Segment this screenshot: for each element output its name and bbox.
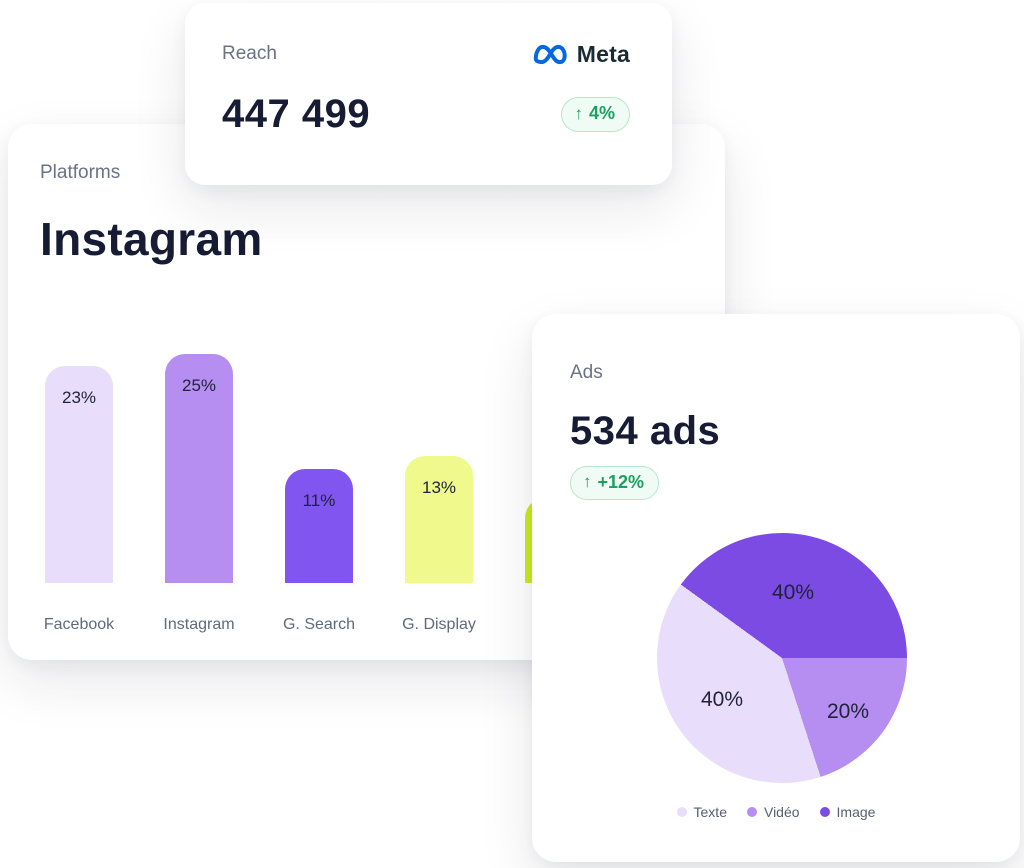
ads-card: Ads 534 ads ↑ +12% 40% 20% 40% Texte Vidéo I… [532,314,1020,862]
meta-brand-name: Meta [576,41,630,67]
ads-trend-text: +12% [597,471,645,492]
legend-label: Image [836,804,876,820]
reach-trend-text: 4% [588,103,615,124]
platforms-title: Instagram [40,213,263,265]
bar-value-label: 13% [421,478,457,497]
bar-value-label: 23% [61,388,97,407]
arrow-up-icon: ↑ [574,103,583,123]
legend-dot-icon [676,807,687,817]
bar-g-search: 11% [285,469,353,583]
legend-label: Vidéo [763,804,800,820]
reach-label: Reach [222,43,277,65]
ads-trend-badge: ↑ +12% [570,465,660,501]
legend-label: Texte [693,804,727,820]
platforms-bar-chart: 23% Facebook 25% Instagram 11% G. Search 13% G.… [8,124,725,660]
reach-card: Reach Meta 447 499 ↑ 4% [185,3,672,185]
meta-infinity-icon [533,44,567,65]
ads-value: 534 ads [570,408,721,453]
pie [657,533,907,783]
bar-category-label: Instagram [163,616,235,633]
reach-value: 447 499 [222,92,371,136]
reach-trend-badge: ↑ 4% [561,97,630,132]
bar-g-display: 13% [405,456,473,583]
bar-category-label: G. Search [282,616,356,633]
bar-value-label: 25% [181,376,217,395]
bar-category-label: Facebook [43,616,115,633]
meta-brand: Meta [532,41,630,68]
ads-label: Ads [570,362,603,383]
legend-item-image: Image [819,804,876,820]
pie-slice-label-texte: 40% [700,688,744,711]
bar-category-label: G. Display [402,616,476,633]
ads-pie-chart: 40% 20% 40% [657,533,907,783]
pie-slice-label-vid-o: 20% [826,700,870,723]
bar-instagram: 25% [165,354,233,583]
legend-dot-icon [819,807,830,817]
arrow-up-icon: ↑ [583,472,592,492]
platforms-label: Platforms [40,162,121,183]
pie-slice-label-image: 40% [771,581,815,604]
bar-facebook: 23% [45,366,113,583]
legend-item-vid-o: Vidéo [746,804,800,820]
legend-item-texte: Texte [676,804,727,820]
legend-dot-icon [746,807,757,817]
pie-legend: Texte Vidéo Image [532,804,1020,820]
bar-value-label: 11% [302,491,336,510]
